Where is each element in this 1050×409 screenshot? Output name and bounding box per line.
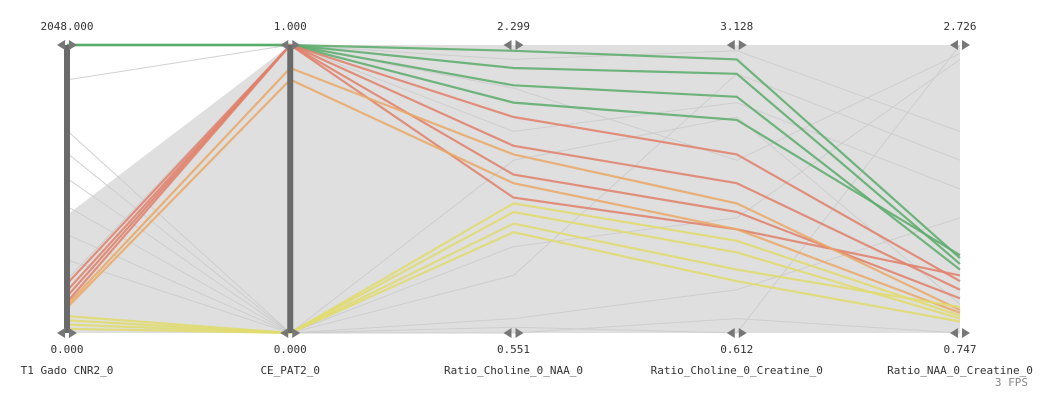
axis-title: Ratio_Choline_0_Creatine_0: [651, 364, 823, 377]
axis-min-label: 0.000: [50, 343, 83, 356]
data-line: [66, 78, 961, 314]
axis-max-label: 2048.000: [41, 20, 94, 33]
brush-max-right-handle[interactable]: [292, 40, 301, 50]
brush-min-left-handle[interactable]: [950, 328, 958, 338]
axis-title: Ratio_NAA_0_Creatine_0: [887, 364, 1033, 377]
brush-max-right-handle[interactable]: [69, 40, 77, 50]
series-highlight-green: [67, 43, 961, 271]
axis-2: 1.000 0.000 CE_PAT2_0: [260, 20, 320, 377]
axis-5: 2.726 0.747 Ratio_NAA_0_Creatine_0: [887, 20, 1033, 377]
axis-title: CE_PAT2_0: [260, 364, 320, 377]
brush-max-left-handle[interactable]: [950, 40, 958, 50]
axis-bar[interactable]: [64, 45, 70, 333]
axis-min-label: 0.747: [943, 343, 976, 356]
data-line: [66, 44, 961, 190]
brush-min-right-handle[interactable]: [738, 328, 747, 338]
brush-min-right-handle[interactable]: [962, 328, 970, 338]
data-line: [66, 222, 961, 335]
brush-min-left-handle[interactable]: [726, 328, 735, 338]
brush-max-left-handle[interactable]: [280, 40, 289, 50]
axis-min-label: 0.551: [497, 343, 530, 356]
data-line: [66, 210, 961, 335]
data-line: [66, 43, 961, 303]
brush-min-right-handle[interactable]: [69, 328, 77, 338]
data-line: [66, 43, 961, 300]
data-line: [66, 43, 961, 285]
axes: 2048.000 0.000 T1 Gado CNR2_0 1.000 0.000 CE_…: [21, 20, 1033, 377]
data-line: [66, 116, 961, 334]
axis-3: 2.299 0.551 Ratio_Choline_0_NAA_0: [444, 20, 583, 377]
brush-min-left-handle[interactable]: [503, 328, 512, 338]
axis-4: 3.128 0.612 Ratio_Choline_0_Creatine_0: [651, 20, 823, 377]
brush-max-right-handle[interactable]: [962, 40, 970, 50]
fps-counter: 3 FPS: [994, 376, 1028, 389]
series-highlight-yellow: [66, 202, 961, 335]
axis-min-label: 0.000: [274, 343, 307, 356]
brush-max-left-handle[interactable]: [726, 40, 735, 50]
axis-title: Ratio_Choline_0_NAA_0: [444, 364, 583, 377]
data-line: [66, 44, 961, 334]
data-line: [66, 73, 961, 334]
data-line: [66, 259, 961, 334]
brush-min-left-handle[interactable]: [57, 328, 65, 338]
brush-min-left-handle[interactable]: [280, 328, 289, 338]
axis-title: T1 Gado CNR2_0: [21, 364, 114, 377]
series-highlight-salmon: [66, 43, 961, 303]
data-line: [66, 202, 961, 335]
brush-max-right-handle[interactable]: [738, 40, 747, 50]
brush-min-right-handle[interactable]: [515, 328, 524, 338]
data-line: [66, 66, 961, 311]
data-line: [67, 43, 961, 257]
axis-bar[interactable]: [287, 45, 294, 333]
axis-max-label: 2.299: [497, 20, 530, 33]
axis-max-label: 3.128: [720, 20, 753, 33]
brush-max-left-handle[interactable]: [57, 40, 65, 50]
axis-max-label: 1.000: [274, 20, 307, 33]
axis-min-label: 0.612: [720, 343, 753, 356]
brush-min-right-handle[interactable]: [292, 328, 301, 338]
series-highlight-orange: [66, 66, 961, 314]
data-line: [66, 43, 961, 292]
data-line: [66, 231, 961, 335]
data-lines: [66, 43, 961, 335]
brush-max-left-handle[interactable]: [503, 40, 512, 50]
brush-max-right-handle[interactable]: [515, 40, 524, 50]
axis-max-label: 2.726: [943, 20, 976, 33]
axis-1: 2048.000 0.000 T1 Gado CNR2_0: [21, 20, 114, 377]
